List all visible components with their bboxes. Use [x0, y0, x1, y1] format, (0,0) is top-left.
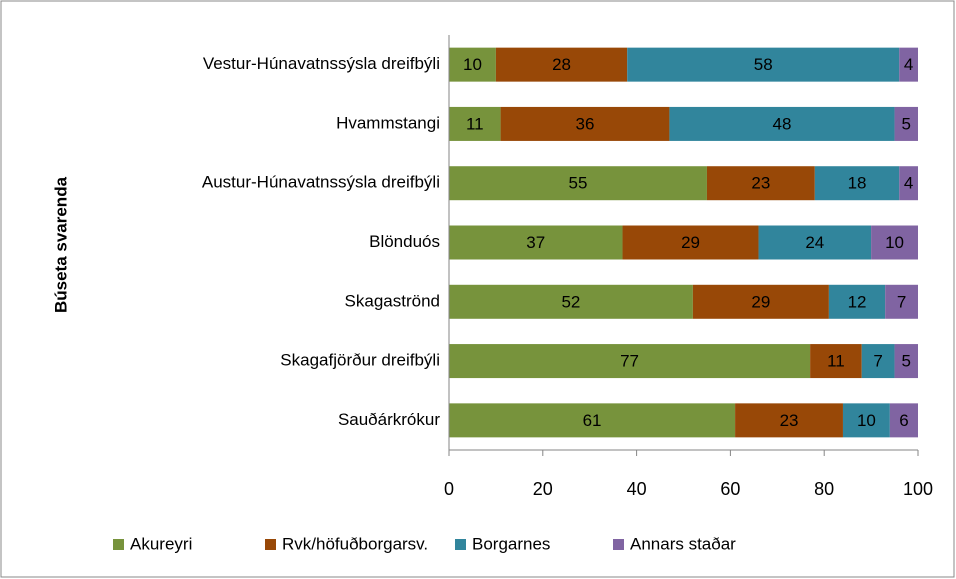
data-label: 36: [576, 114, 595, 133]
data-label: 11: [827, 352, 845, 371]
bar-segment: [899, 47, 918, 82]
data-label: 29: [751, 292, 770, 311]
y-tick-label: Austur-Húnavatnssýsla dreifbýli: [202, 173, 440, 192]
data-label: 23: [780, 411, 799, 430]
y-tick-label: Skagaströnd: [345, 291, 440, 310]
data-label: 4: [904, 174, 913, 193]
bar-segment: [871, 225, 918, 260]
bar-segment: [449, 403, 736, 438]
bar-segment: [449, 166, 707, 201]
data-label: 77: [620, 352, 639, 371]
bar-segment: [449, 225, 623, 260]
legend-swatch: [613, 539, 624, 550]
data-label: 48: [773, 114, 792, 133]
x-tick-label: 60: [720, 479, 740, 499]
data-label: 58: [754, 55, 773, 74]
y-tick-label: Sauðárkrókur: [338, 410, 440, 429]
bar-segment: [449, 106, 501, 141]
bar-segment: [622, 225, 759, 260]
data-label: 18: [848, 174, 867, 193]
bar-segment: [889, 403, 918, 438]
data-label: 52: [561, 292, 580, 311]
bar-segment: [828, 284, 886, 319]
bar-segment: [692, 284, 829, 319]
legend-label: Annars staðar: [630, 534, 736, 553]
bar-segment: [894, 106, 918, 141]
data-label: 10: [885, 233, 904, 252]
x-tick-label: 20: [533, 479, 553, 499]
bar-segment: [706, 166, 815, 201]
data-label: 6: [899, 411, 908, 430]
bar-segment: [669, 106, 895, 141]
data-label: 5: [902, 352, 911, 371]
bar-segment: [758, 225, 872, 260]
y-tick-label: Hvammstangi: [336, 113, 440, 132]
bar-segment: [861, 344, 895, 379]
x-tick-label: 80: [814, 479, 834, 499]
legend-label: Rvk/höfuðborgarsv.: [282, 534, 428, 553]
bar-segment: [899, 166, 918, 201]
data-label: 61: [583, 411, 602, 430]
legend-swatch: [113, 539, 124, 550]
bar-segment: [627, 47, 900, 82]
bar-segment: [894, 344, 918, 379]
x-tick-label: 0: [444, 479, 454, 499]
data-label: 7: [873, 352, 882, 371]
data-label: 7: [897, 292, 906, 311]
data-label: 11: [466, 114, 484, 133]
bar-segment: [842, 403, 890, 438]
bar-segment: [735, 403, 843, 438]
data-label: 55: [569, 174, 588, 193]
y-tick-label: Vestur-Húnavatnssýsla dreifbýli: [203, 54, 440, 73]
bar-segment: [449, 344, 811, 379]
bar-segment: [449, 47, 496, 82]
data-label: 37: [526, 233, 545, 252]
bar-segment: [885, 284, 918, 319]
legend-swatch: [265, 539, 276, 550]
y-tick-label: Skagafjörður dreifbýli: [280, 351, 440, 370]
y-tick-label: Blönduós: [369, 232, 440, 251]
legend-label: Akureyri: [130, 534, 192, 553]
bar-segment: [814, 166, 900, 201]
x-tick-label: 40: [627, 479, 647, 499]
bar-segment: [810, 344, 862, 379]
bar-segment: [500, 106, 670, 141]
y-axis-title: Búseta svarenda: [51, 176, 70, 313]
data-label: 10: [857, 411, 876, 430]
data-label: 24: [805, 233, 824, 252]
data-label: 12: [848, 292, 867, 311]
data-label: 29: [681, 233, 700, 252]
legend-label: Borgarnes: [472, 534, 550, 553]
data-label: 5: [902, 114, 911, 133]
data-label: 10: [463, 55, 482, 74]
data-label: 28: [552, 55, 571, 74]
bar-segment: [495, 47, 628, 82]
data-label: 23: [751, 174, 770, 193]
bar-segment: [449, 284, 693, 319]
data-label: 4: [904, 55, 913, 74]
legend-swatch: [455, 539, 466, 550]
x-tick-label: 100: [903, 479, 933, 499]
